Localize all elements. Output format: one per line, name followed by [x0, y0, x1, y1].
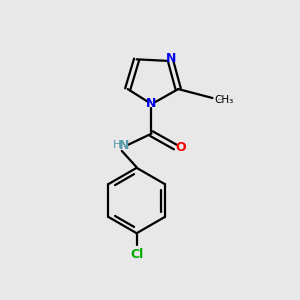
Text: O: O	[175, 141, 186, 154]
Text: N: N	[146, 98, 157, 110]
Text: H: H	[112, 140, 121, 150]
Text: N: N	[166, 52, 177, 65]
Text: CH₃: CH₃	[214, 95, 233, 105]
Text: methyl: methyl	[218, 99, 223, 100]
Text: N: N	[119, 139, 130, 152]
Text: Cl: Cl	[130, 248, 143, 261]
